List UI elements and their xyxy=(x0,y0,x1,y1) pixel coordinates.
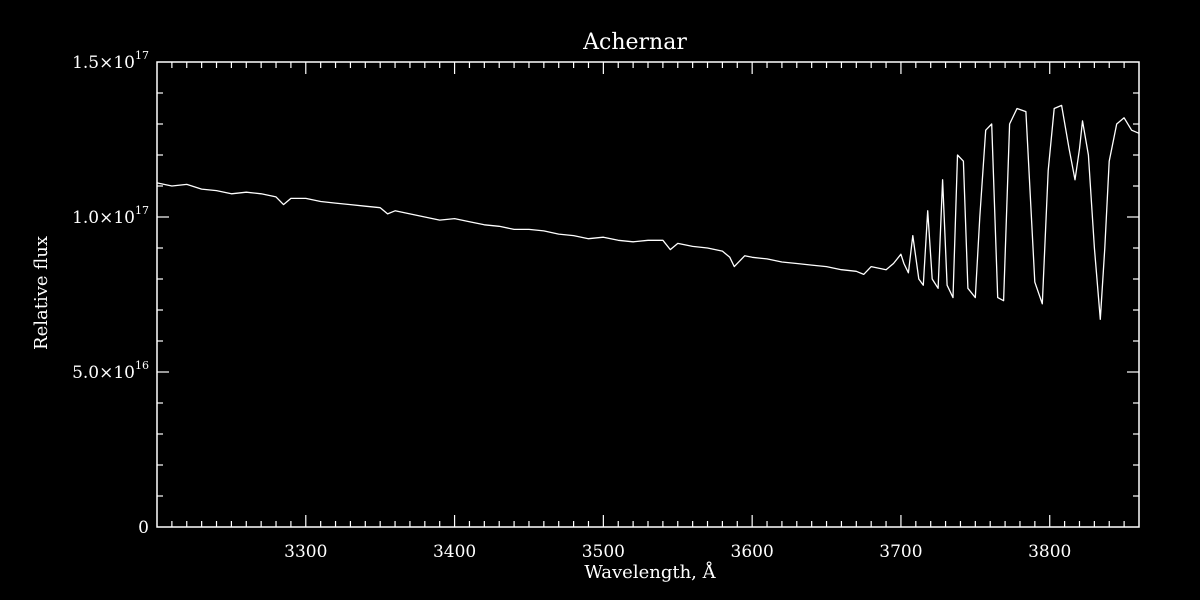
y-tick-mantissa: 0 xyxy=(138,518,149,538)
y-tick-mantissa: 1.0×10 xyxy=(72,208,135,228)
x-tick-label: 3600 xyxy=(731,542,774,562)
y-tick-mantissa: 5.0×10 xyxy=(72,363,135,383)
chart-title: Achernar xyxy=(582,30,687,55)
y-tick-label: 0 xyxy=(138,518,149,538)
y-axis-label: Relative flux xyxy=(31,236,52,350)
x-tick-label: 3300 xyxy=(284,542,327,562)
x-axis-label: Wavelength, Å xyxy=(584,561,716,583)
x-tick-label: 3400 xyxy=(433,542,476,562)
y-tick-label: 1.0×1017 xyxy=(72,204,149,228)
x-tick-label: 3700 xyxy=(879,542,922,562)
x-tick-label: 3800 xyxy=(1028,542,1071,562)
x-tick-label: 3500 xyxy=(582,542,625,562)
y-tick-mantissa: 1.5×10 xyxy=(72,53,135,73)
y-tick-exponent: 17 xyxy=(135,204,149,217)
y-tick-label: 1.5×1017 xyxy=(72,49,149,73)
y-tick-label: 5.0×1016 xyxy=(72,359,149,383)
x-axis: 3300 3400 3500 3600 3700 3800 xyxy=(171,62,1125,562)
plot-area: 3300 3400 3500 3600 3700 3800 0 5.0×1016 1.0×10… xyxy=(72,49,1140,562)
y-tick-exponent: 17 xyxy=(135,49,149,62)
spectrum-line xyxy=(156,104,1140,320)
y-tick-exponent: 16 xyxy=(135,359,149,372)
